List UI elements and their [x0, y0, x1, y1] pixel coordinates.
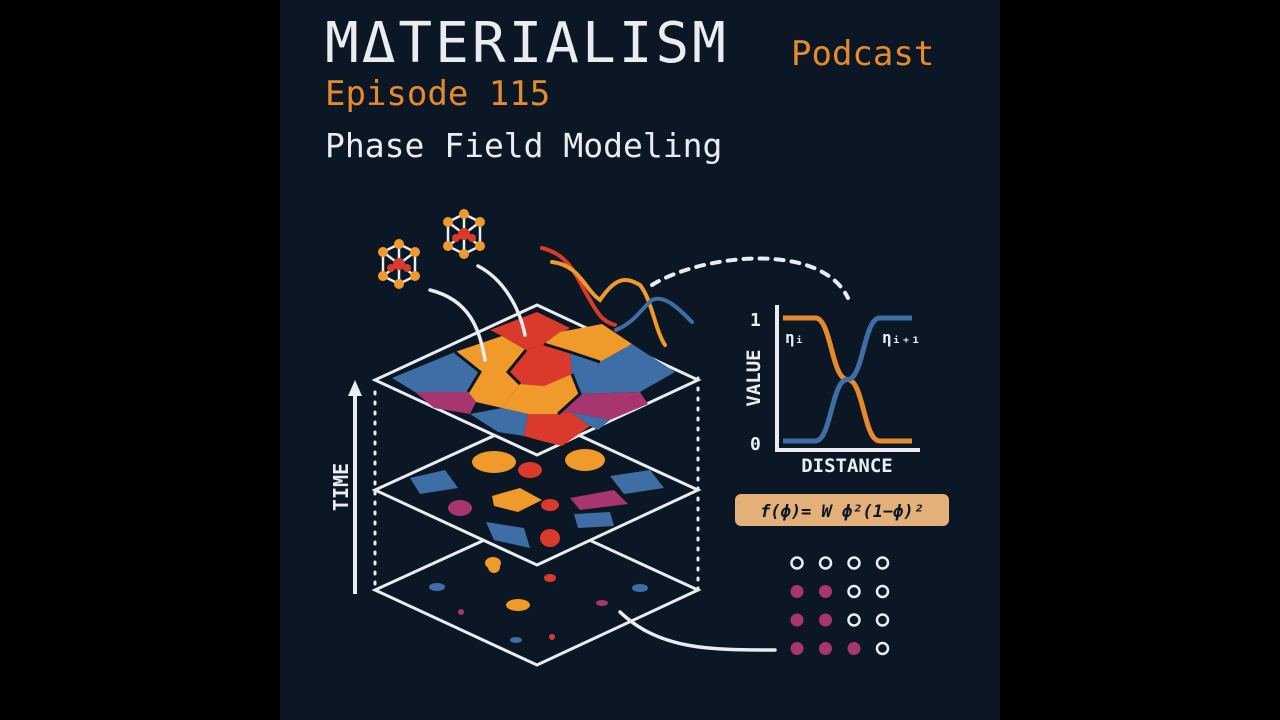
dot-empty — [875, 641, 890, 656]
series-line-eta-i1 — [783, 315, 912, 444]
dot-empty — [847, 613, 861, 627]
profile-curves — [540, 246, 694, 347]
dot-filled — [790, 642, 804, 655]
order-parameter-chart: 1 0 VALUE DISTANCE ηᵢ ηᵢ₊₁ — [743, 305, 921, 477]
chart-ylabel: VALUE — [743, 349, 765, 406]
dot-filled — [847, 642, 861, 655]
dot-filled — [819, 613, 832, 627]
dot-filled — [819, 642, 832, 655]
dot-grid — [790, 556, 890, 656]
formula-box — [735, 494, 949, 526]
layer-middle — [371, 414, 702, 573]
dot-empty — [875, 556, 890, 570]
dot-filled — [790, 613, 804, 627]
podcast-cover-art: TIME 1 0 VALUE DISTANCE ηᵢ ηᵢ₊₁ f(ϕ)= W … — [280, 0, 1000, 720]
dot-empty — [790, 556, 804, 570]
legend-eta-i: ηᵢ — [785, 328, 804, 347]
dot-empty — [875, 584, 890, 599]
ytick-label: 1 — [750, 310, 761, 331]
dot-grid-connector — [618, 610, 777, 652]
episode-number: Episode 115 — [325, 74, 551, 114]
dashed-connector — [650, 256, 850, 300]
phase-field-illustration: TIME 1 0 VALUE DISTANCE ηᵢ ηᵢ₊₁ f(ϕ)= W … — [329, 209, 949, 667]
dot-filled — [790, 585, 804, 598]
chart-xlabel: DISTANCE — [801, 455, 893, 477]
layer-late — [371, 303, 702, 457]
time-axis — [348, 380, 362, 594]
legend-eta-i1: ηᵢ₊₁ — [882, 328, 921, 347]
podcast-title: MΔTERIALISM — [325, 11, 729, 76]
free-energy-formula: f(ϕ)= W ϕ²(1−ϕ)² — [735, 494, 949, 526]
dot-empty — [847, 556, 861, 570]
formula-text: f(ϕ)= W ϕ²(1−ϕ)² — [760, 502, 924, 522]
podcast-subtitle: Podcast — [791, 34, 935, 74]
time-label: TIME — [329, 463, 353, 511]
crystal-lattice-icons — [378, 209, 527, 362]
dot-empty — [875, 613, 890, 627]
dot-filled — [819, 585, 832, 598]
dot-empty — [818, 556, 833, 570]
dot-empty — [847, 584, 861, 599]
episode-topic: Phase Field Modeling — [325, 126, 723, 165]
ytick-label: 0 — [750, 434, 761, 455]
